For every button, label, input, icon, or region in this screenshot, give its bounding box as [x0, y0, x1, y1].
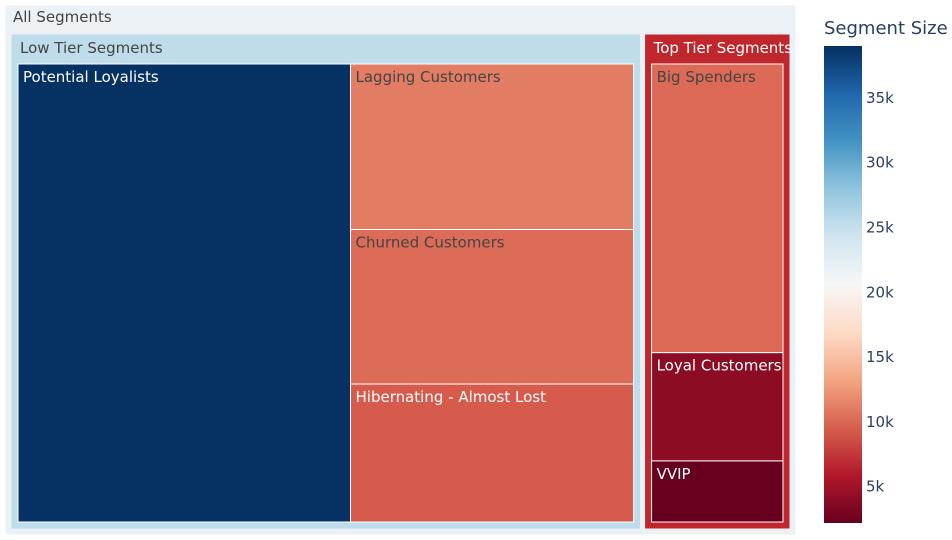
treemap-node-churned-customers[interactable] [350, 229, 635, 385]
treemap-label-all-segments: All Segments [13, 8, 112, 26]
colorbar-tick-label: 25k [866, 218, 894, 236]
treemap-label-low-tier-segments: Low Tier Segments [20, 39, 163, 57]
colorbar-tick-label: 5k [866, 478, 885, 496]
treemap-area: All Segments Low Tier Segments Potential L… [5, 5, 796, 535]
treemap-node-vvip[interactable] [651, 460, 784, 523]
treemap-label-lagging-customers: Lagging Customers [356, 68, 501, 86]
treemap-node-big-spenders[interactable] [651, 63, 784, 354]
treemap-node-lagging-customers[interactable] [350, 63, 635, 231]
treemap-label-loyal-customers: Loyal Customers [657, 357, 782, 375]
treemap-label-potential-loyalists: Potential Loyalists [23, 68, 159, 86]
treemap-label-big-spenders: Big Spenders [657, 68, 756, 86]
treemap-label-hibernating-almost-lost: Hibernating - Almost Lost [356, 388, 547, 406]
colorbar-tick-label: 10k [866, 413, 894, 431]
colorbar-gradient [824, 46, 862, 523]
colorbar-tick-label: 20k [866, 283, 894, 301]
colorbar-tick-label: 30k [866, 154, 894, 172]
treemap-node-hibernating-almost-lost[interactable] [350, 383, 635, 523]
treemap-label-vvip: VVIP [657, 465, 691, 483]
treemap-node-potential-loyalists[interactable] [17, 63, 352, 523]
colorbar-tick-label: 35k [866, 89, 894, 107]
colorbar: Segment Size 5k 10k 15k 20k 25k 30k 35k [824, 18, 948, 523]
treemap-label-churned-customers: Churned Customers [356, 234, 505, 252]
treemap-label-top-tier-segments: Top Tier Segments [653, 39, 793, 57]
colorbar-tick-label: 15k [866, 348, 894, 366]
treemap-node-loyal-customers[interactable] [651, 352, 784, 462]
colorbar-title: Segment Size [824, 18, 948, 39]
